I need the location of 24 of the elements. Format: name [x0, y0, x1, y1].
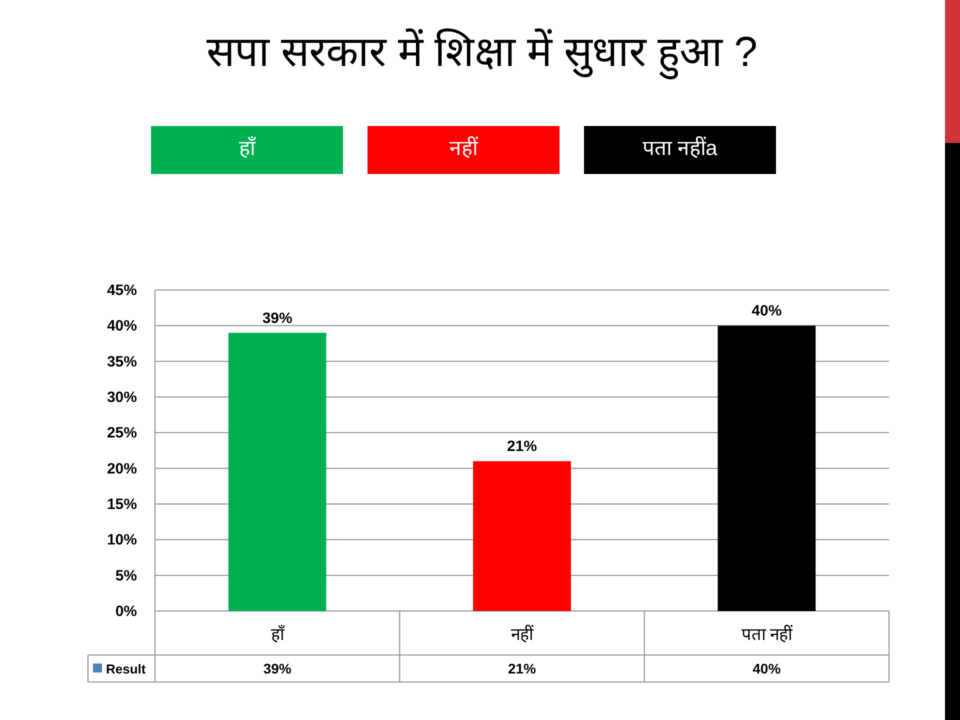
y-tick-label: 15%: [106, 496, 137, 512]
table-value: 40%: [752, 660, 781, 676]
data-label: 40%: [752, 302, 782, 320]
data-label: 21%: [506, 438, 538, 455]
table-value: 39%: [263, 660, 292, 676]
y-tick-label: 25%: [106, 424, 137, 442]
x-tick-label: पता नहीं: [741, 624, 792, 644]
y-tick-label: 0%: [115, 602, 137, 620]
annotation-box: हाँ: [151, 126, 343, 174]
y-tick-label: 5%: [115, 566, 137, 584]
y-tick-label: 10%: [106, 531, 137, 548]
x-tick-label: हाँ: [270, 624, 284, 644]
annotation-box: नहीं: [368, 126, 560, 174]
legend-label: Result: [106, 661, 146, 676]
y-tick-label: 30%: [106, 388, 137, 406]
y-tick-label: 35%: [106, 352, 137, 370]
data-label: 39%: [262, 309, 292, 326]
x-tick-label: नहीं: [511, 624, 533, 644]
y-tick-label: 45%: [106, 282, 137, 298]
table-value: 21%: [508, 660, 536, 676]
y-tick-label: 20%: [106, 460, 137, 477]
y-tick-label: 40%: [106, 317, 137, 334]
annotation-box: पता नहींa: [584, 126, 776, 174]
chart-title: सपा सरकार में शिक्षा में सुधार हुआ ?: [206, 16, 758, 88]
